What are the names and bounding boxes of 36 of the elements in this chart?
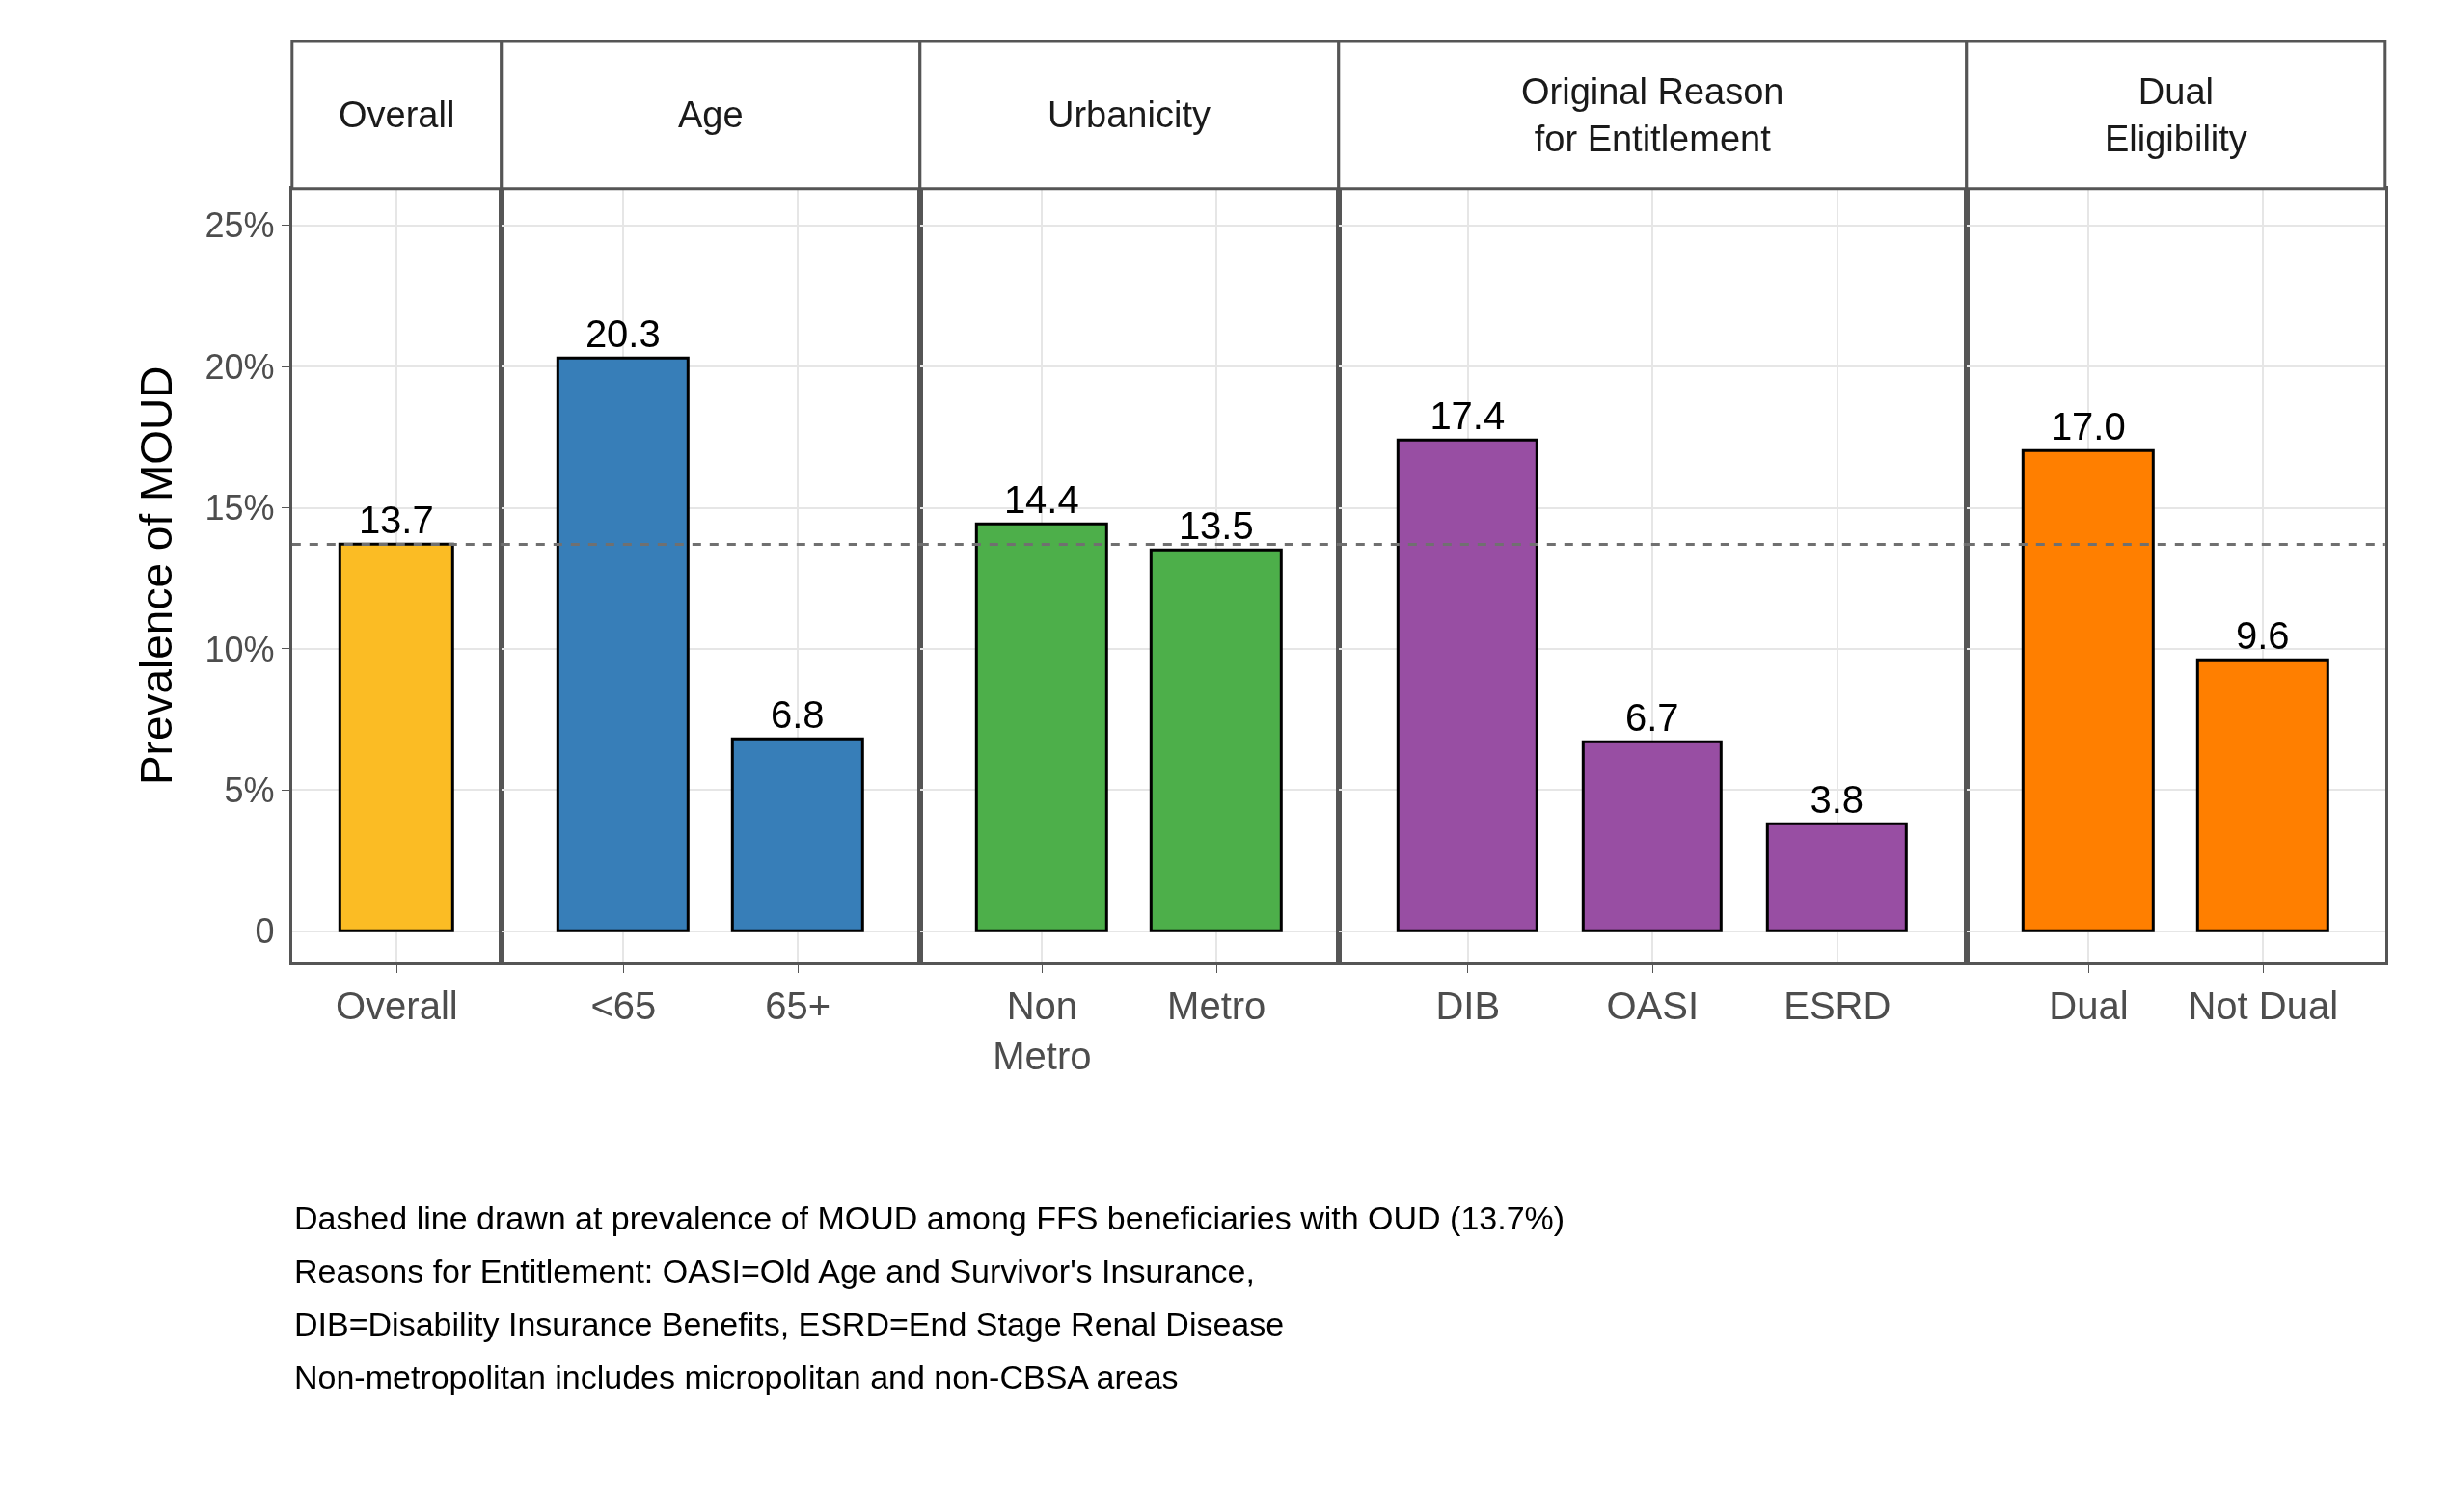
x-tick-label: Non Metro xyxy=(993,984,1092,1077)
data-label: 6.7 xyxy=(1625,696,1679,740)
data-label: 3.8 xyxy=(1810,778,1865,822)
chart-title: Dual Eligibility xyxy=(2105,71,2247,160)
data-label: 9.6 xyxy=(2236,614,2290,658)
y-tick-label: 20% xyxy=(204,346,275,387)
data-label: 14.4 xyxy=(1003,478,1079,522)
data-label: 17.0 xyxy=(2050,405,2126,448)
text: Non-metropolitan includes micropolitan and non-CBSA areas xyxy=(294,1359,1179,1395)
chart-title: Overall xyxy=(339,94,455,135)
text: Reasons for Entitlement: OASI=Old Age and Survivor's Insurance, xyxy=(294,1253,1255,1289)
chart-title: Original Reason for Entitlement xyxy=(1521,71,1784,160)
y-tick-label: 25% xyxy=(204,205,275,246)
x-tick-label: ESRD xyxy=(1783,984,1892,1027)
data-label: 17.4 xyxy=(1429,394,1506,438)
x-tick-label: <65 xyxy=(590,984,657,1027)
chart-title: Age xyxy=(678,94,744,135)
text: Dashed line drawn at prevalence of MOUD among FFS beneficiaries with OUD (13.7%) xyxy=(294,1200,1565,1236)
chart-title: Urbanicity xyxy=(1048,94,1211,135)
x-tick-label: Dual xyxy=(2049,984,2129,1027)
data-label: 20.3 xyxy=(585,312,661,356)
data-label: 13.7 xyxy=(358,499,434,542)
y-tick-label: 15% xyxy=(204,488,275,528)
x-tick-label: 65+ xyxy=(765,984,831,1027)
x-tick-label: Not Dual xyxy=(2188,984,2339,1027)
x-tick-label: DIB xyxy=(1435,984,1501,1027)
y-tick-label: 10% xyxy=(204,629,275,669)
text: DIB=Disability Insurance Benefits, ESRD=End Stage Renal Disease xyxy=(294,1306,1285,1342)
data-label: 13.5 xyxy=(1178,504,1254,548)
y-tick-label: 0 xyxy=(255,911,275,952)
x-tick-label: Metro xyxy=(1167,984,1266,1027)
y-tick-label: 5% xyxy=(224,770,275,810)
x-tick-label: Overall xyxy=(335,984,458,1027)
x-tick-label: OASI xyxy=(1606,984,1700,1027)
data-label: 6.8 xyxy=(771,693,825,737)
y-axis-title: Prevalence of MOUD xyxy=(130,365,181,786)
